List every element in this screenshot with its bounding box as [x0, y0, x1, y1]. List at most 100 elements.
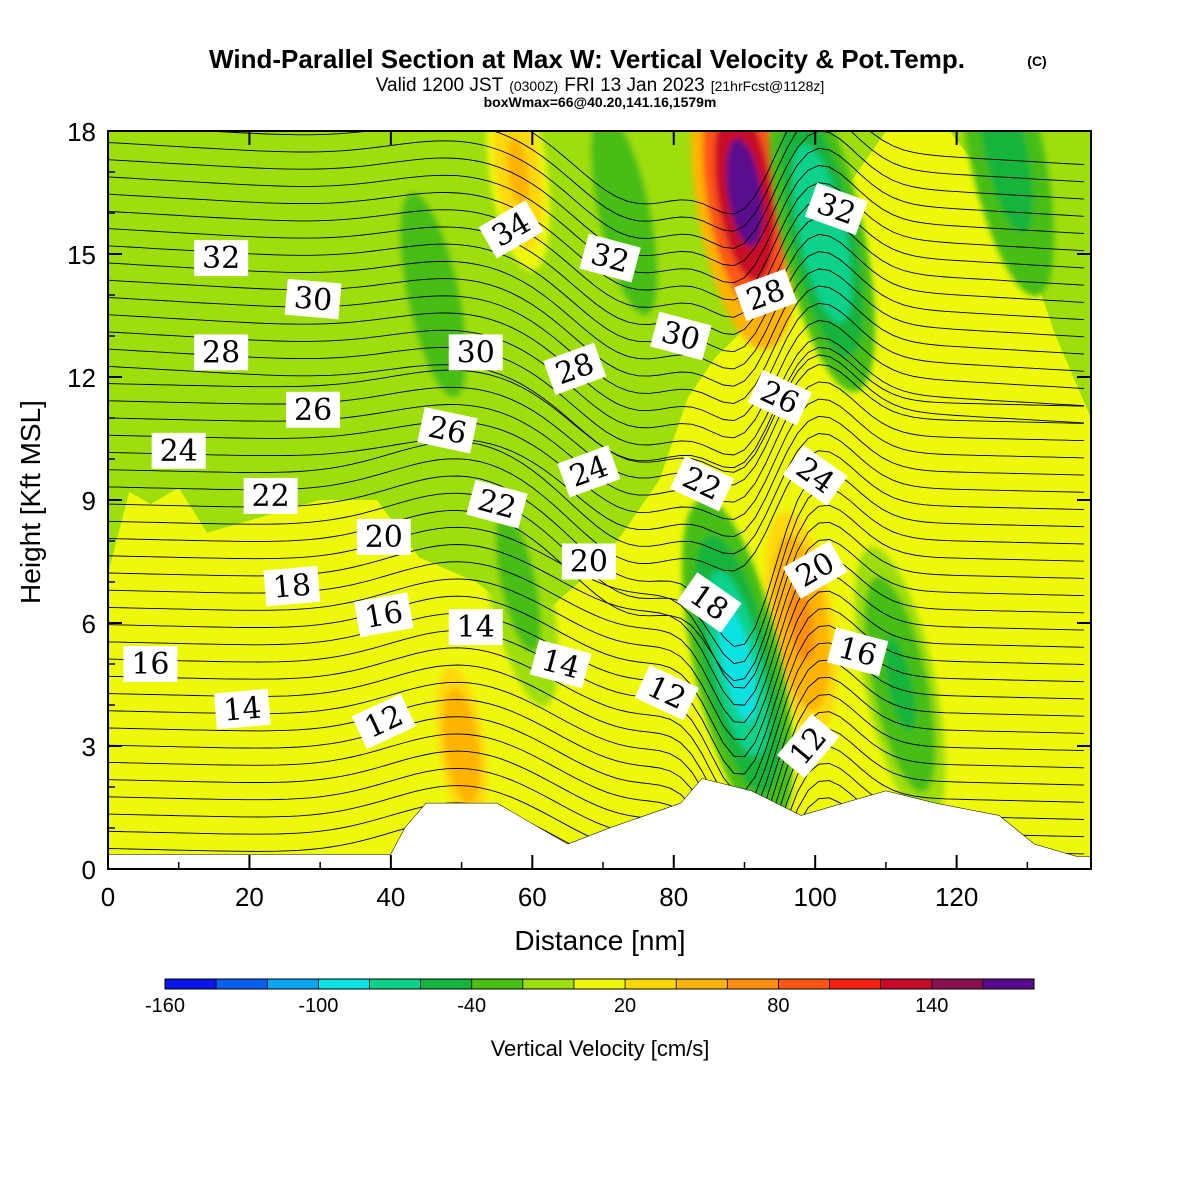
- x-axis-title: Distance [nm]: [514, 925, 685, 956]
- contour-label-box: [123, 646, 178, 682]
- valid-date: FRI 13 Jan 2023: [564, 75, 704, 96]
- copyright-mark: (C): [1027, 53, 1046, 69]
- contour-label-text: 14: [222, 691, 263, 729]
- isentrope-line: [108, 216, 1084, 335]
- isentrope-line: [108, 131, 1084, 249]
- chart-subtitle: Valid 1200 JST (0300Z) FRI 13 Jan 2023 [21h…: [376, 75, 825, 96]
- forecast-info: [21hrFcst@1128z]: [711, 78, 825, 94]
- updraft-cell: [428, 644, 495, 848]
- colorbar-tick-label: 80: [767, 995, 789, 1017]
- contour-label-box: [543, 342, 607, 395]
- downdraft-level-3: [718, 607, 757, 721]
- contour-label-box: [448, 609, 503, 646]
- contour-label-box: [579, 233, 641, 283]
- contour-label-box: [356, 518, 411, 555]
- isentrope-line: [108, 415, 1084, 538]
- colorbar-tick-label: -100: [298, 995, 338, 1017]
- contour-label-text: 28: [202, 335, 240, 370]
- contour-label-box: [650, 311, 712, 361]
- contour-label-box: [782, 540, 848, 599]
- contour-label-text: 16: [131, 647, 169, 682]
- x-axis: 0 20 40 60 80 100 120: [101, 131, 1029, 912]
- y-tick-label: 0: [82, 855, 96, 885]
- contour-label: 26: [747, 369, 812, 426]
- updraft-level-3: [507, 138, 530, 206]
- contour-label-box: [478, 200, 544, 259]
- contour-label-text: 32: [202, 241, 240, 276]
- isentrope-line: [108, 251, 1084, 370]
- contour-label-text: 30: [292, 281, 333, 319]
- isentrope-line: [529, 131, 1084, 215]
- contour-label-box: [263, 565, 321, 607]
- contour-label: 14: [448, 609, 503, 646]
- y-tick-label: 12: [67, 363, 96, 393]
- x-tick-label: 0: [101, 882, 115, 912]
- colorbar-swatch: [573, 979, 626, 989]
- contour-label: 20: [356, 518, 411, 555]
- contour-label-box: [557, 445, 621, 498]
- contour-label-box: [448, 334, 503, 371]
- chart-title: Wind-Parallel Section at Max W: Vertical…: [209, 44, 965, 74]
- isentrope-line: [108, 233, 1084, 353]
- box-info: boxWmax=66@40.20,141.16,1579m: [484, 94, 717, 110]
- isentrope-line: [108, 676, 1084, 844]
- colorbar-swatch: [727, 979, 779, 989]
- contour-label: 26: [286, 391, 341, 428]
- contour-label-box: [466, 479, 528, 529]
- colorbar-swatch: [676, 979, 728, 989]
- isentrope-line: [108, 573, 1084, 741]
- x-tick-label: 80: [659, 882, 688, 912]
- contour-label-box: [529, 639, 592, 689]
- colorbar-swatch: [267, 979, 319, 989]
- y-tick-label: 15: [67, 240, 96, 270]
- colorbar-swatch: [931, 979, 984, 989]
- colorbar-frame: [164, 978, 1035, 990]
- isentrope-line: [108, 433, 1084, 555]
- isentrope-line: [108, 147, 1084, 267]
- y-axis-title: Height [Kft MSL]: [15, 400, 46, 604]
- isentrope-line: [108, 590, 1084, 758]
- colorbar-swatch: [420, 979, 473, 989]
- isentrope-line: [108, 320, 1084, 439]
- colorbar-swatch: [778, 979, 831, 989]
- valid-time: Valid 1200 JST: [376, 75, 504, 96]
- isentrope-line: [108, 728, 1084, 869]
- colorbar-swatch: [880, 979, 933, 989]
- contour-label-box: [734, 268, 798, 322]
- isentrope-line: [108, 354, 1084, 473]
- downdraft-level-3: [418, 249, 448, 341]
- colorbar-swatch: [829, 979, 882, 989]
- isentrope-line: [108, 302, 1084, 422]
- contour-label-text: 18: [271, 568, 312, 606]
- isentrope-line: [108, 504, 1084, 682]
- contour-label: 20: [561, 543, 616, 580]
- colorbar-swatch: [625, 979, 677, 989]
- downdraft-level-3: [504, 539, 533, 625]
- colorbar-swatch: [982, 979, 1035, 989]
- contour-label: 28: [194, 334, 249, 371]
- colorbar-swatch: [369, 979, 422, 989]
- contour-label: 26: [417, 407, 478, 454]
- valid-zulu: (0300Z): [509, 78, 558, 94]
- downdraft-cell: [854, 546, 946, 823]
- contour-label-box: [804, 182, 868, 236]
- updraft-level-3: [450, 711, 473, 781]
- updraft-level-3: [726, 138, 763, 247]
- isentrope-line: [108, 199, 1084, 318]
- y-axis: 0 3 6 9 12 15 18: [67, 117, 1091, 885]
- contour-label: 32: [194, 240, 249, 277]
- isentrope-line: [108, 745, 1084, 869]
- colorbar-swatch: [165, 979, 217, 989]
- contour-label-box: [634, 664, 699, 721]
- colorbar-tick-label: -40: [457, 995, 486, 1017]
- x-tick-label: 100: [793, 882, 836, 912]
- contour-label-text: 26: [294, 393, 332, 428]
- isentrope-line: [108, 521, 1084, 689]
- contour-label-box: [284, 278, 342, 320]
- contour-label-box: [286, 391, 341, 428]
- y-tick-label: 3: [82, 732, 96, 762]
- y-tick-label: 9: [82, 486, 96, 516]
